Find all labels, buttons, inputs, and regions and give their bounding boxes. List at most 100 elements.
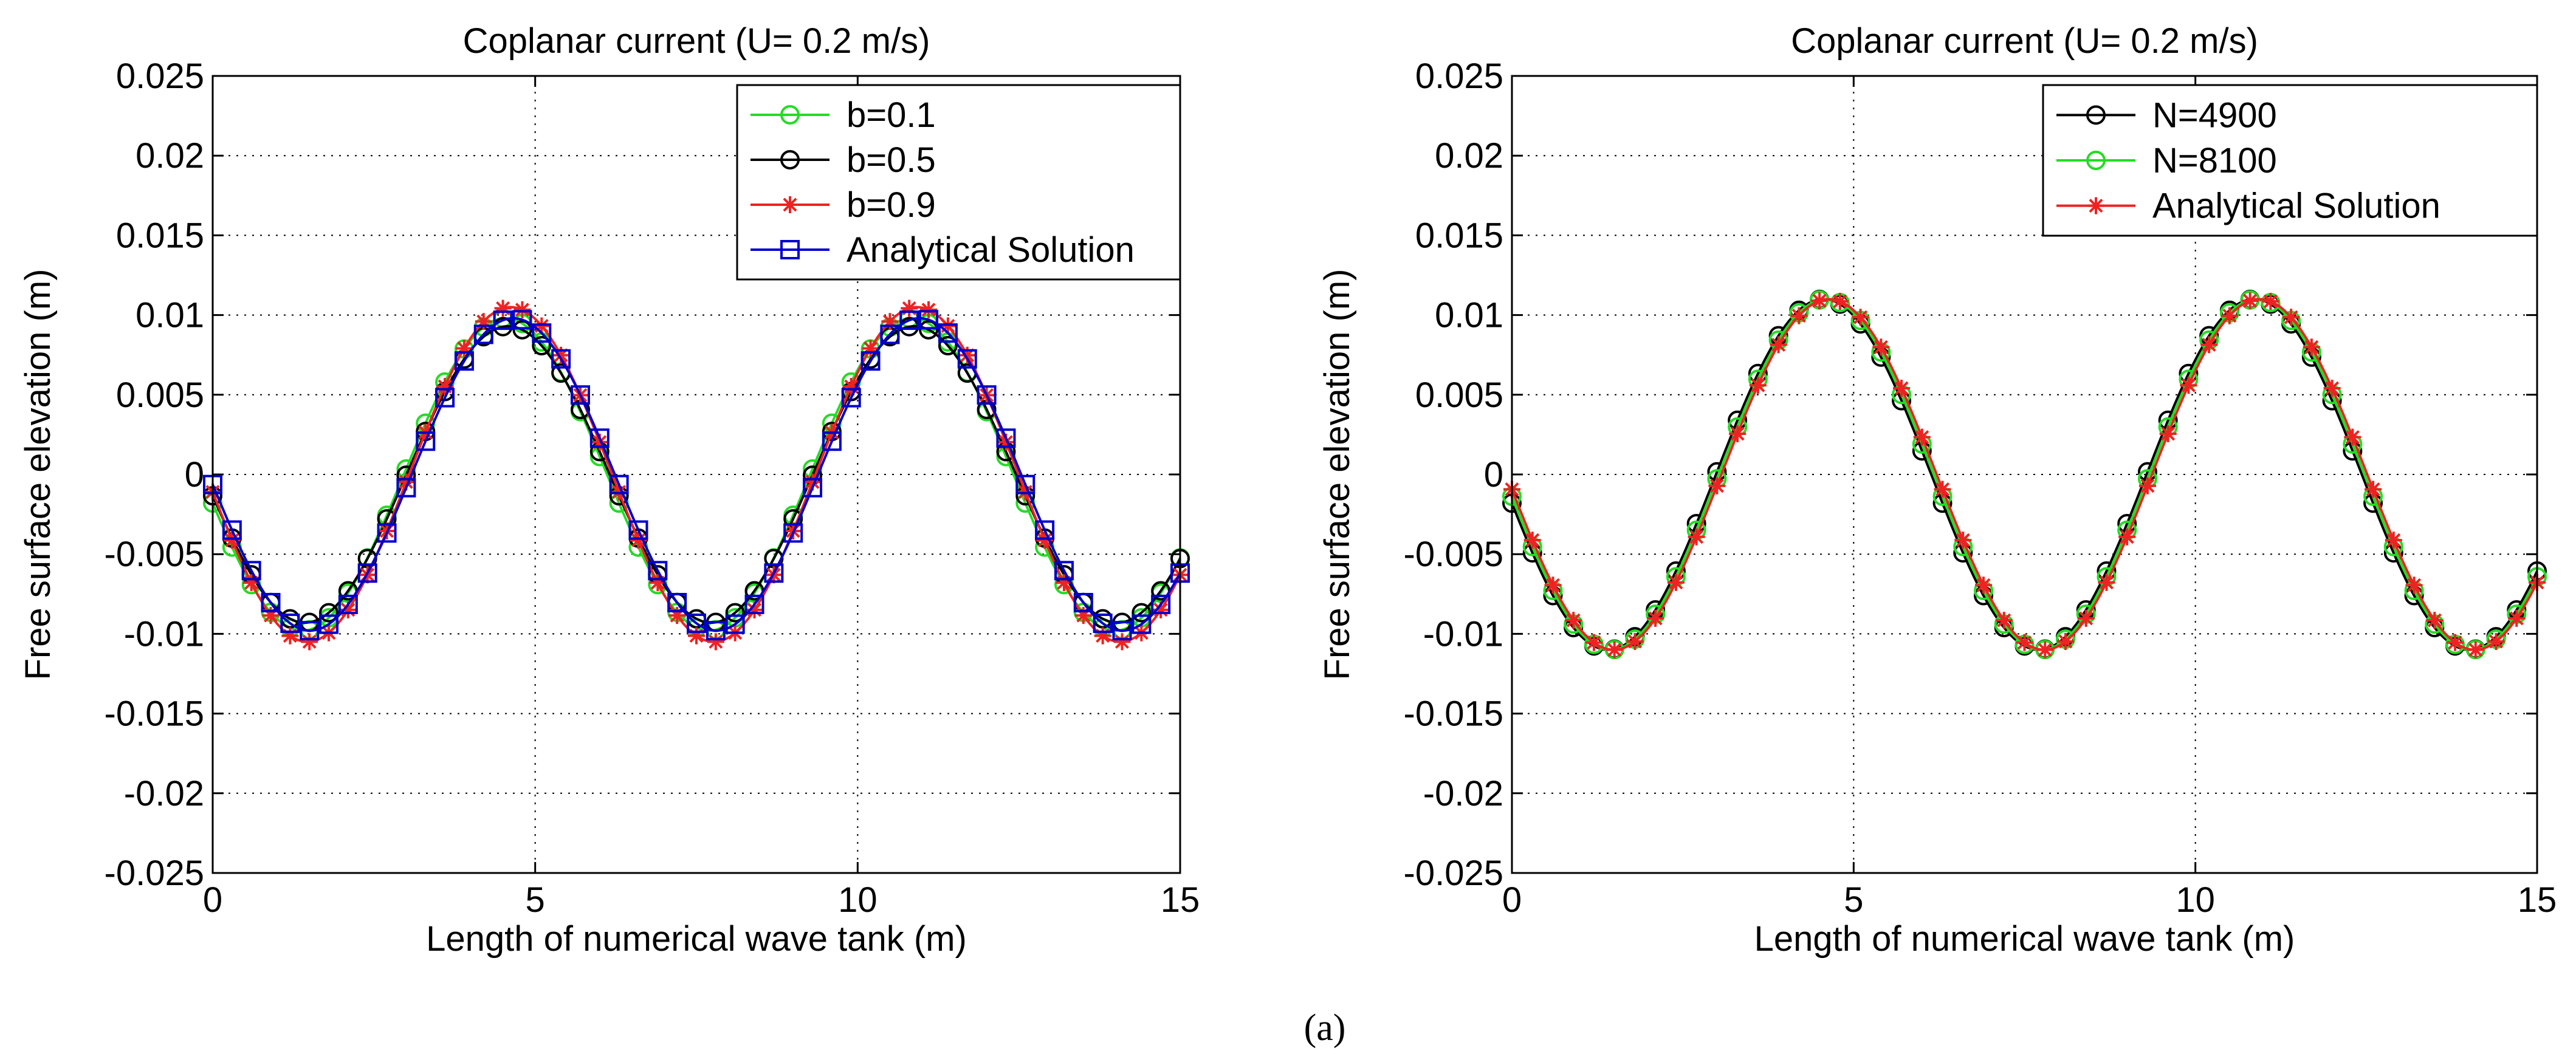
data-point [301,633,318,651]
data-point [1770,336,1787,354]
data-point [494,299,512,317]
y-tick-label: 0.005 [116,375,204,415]
data-point [416,431,436,451]
data-point [725,614,745,634]
data-point [783,523,803,543]
y-tick-label: -0.005 [1404,535,1503,574]
data-point [939,317,957,335]
data-point [241,561,261,581]
data-point [668,607,686,625]
data-point [591,433,608,451]
data-point [2365,481,2382,498]
data-point [319,614,339,634]
series-line [211,317,1181,632]
data-point [1852,309,1869,326]
data-point [1606,641,1623,659]
data-point [551,349,571,369]
y-tick-label: 0.015 [116,216,204,255]
y-tick-label: 0.01 [136,296,204,335]
data-point [725,603,745,623]
data-point [2138,477,2156,494]
data-point [1708,477,1726,494]
data-point [2098,573,2115,591]
legend-marker [780,105,800,125]
data-point [300,621,320,641]
data-point [1585,634,1602,651]
y-axis-label: Free surface elevation (m) [18,269,58,680]
y-tick-label: 0.02 [136,136,204,176]
data-point [1035,520,1055,540]
data-point [841,388,861,408]
data-point [2303,338,2320,356]
data-point [2200,336,2218,354]
data-point [880,324,900,344]
data-point [1729,425,1747,442]
data-point [2077,609,2095,627]
legend: b=0.1 b=0.5 b=0.9 Analytical Solution [736,84,1181,281]
legend-label: b=0.9 [847,185,936,225]
data-point [552,346,570,364]
data-point [1749,377,1767,394]
data-point [1152,601,1170,618]
data-point [1054,561,1074,581]
x-tick-label: 10 [2176,880,2215,920]
data-point [1015,474,1036,494]
data-point [1132,614,1152,634]
data-point [280,613,300,633]
y-tick-label: 0 [185,455,204,494]
data-point [1995,612,2013,629]
y-tick-label: -0.01 [1423,614,1503,654]
data-point [281,627,299,645]
x-tick-label: 15 [1161,880,1200,920]
data-point [1934,481,1951,498]
x-axis-label: Length of numerical wave tank (m) [426,919,967,959]
chart-right: 0.025 0.02 0.015 0.01 0.005 0 -0.005 -0.01 -0.01… [1317,21,2557,959]
data-point [1112,621,1132,641]
data-point [648,561,668,581]
data-point [532,336,552,356]
data-point [1790,307,1808,324]
data-point [881,313,899,330]
chart-title: Coplanar current (U= 0.2 m/s) [1791,21,2258,61]
data-point [533,317,551,335]
data-point [1544,577,1562,594]
data-point [397,473,415,491]
data-point [1913,428,1931,446]
axes-box [1511,75,2538,874]
data-point [919,310,939,330]
legend-marker [780,150,800,169]
data-point [435,388,455,408]
legend-marker [780,240,800,259]
data-point [997,433,1015,451]
chart-title: Coplanar current (U= 0.2 m/s) [463,21,930,61]
x-tick-label: 5 [1844,880,1863,920]
y-tick-label: 0.02 [1435,136,1503,176]
data-point [2180,377,2197,394]
data-point [996,428,1016,448]
data-point [2036,641,2054,659]
y-tick-label: 0.015 [1415,216,1503,255]
data-point [707,633,724,651]
data-point [242,574,260,592]
legend-label: b=0.5 [847,140,936,180]
y-tick-label: -0.015 [105,694,204,734]
legend-label: Analytical Solution [847,230,1135,270]
series-markers [203,310,1190,641]
data-point [2385,532,2402,549]
axes-box [211,75,1181,874]
legend-marker [781,196,799,213]
legend-label: N=8100 [2152,141,2277,180]
data-point [570,385,590,405]
data-point [223,532,241,549]
data-point [2262,293,2279,310]
data-point [803,477,823,498]
data-point [2282,309,2300,326]
data-point [667,593,687,613]
y-tick-label: 0.025 [1415,56,1503,96]
data-point [1523,532,1541,549]
y-tick-label: -0.02 [124,774,204,813]
data-point [630,532,647,549]
data-point [2056,632,2074,650]
data-point [513,301,531,318]
